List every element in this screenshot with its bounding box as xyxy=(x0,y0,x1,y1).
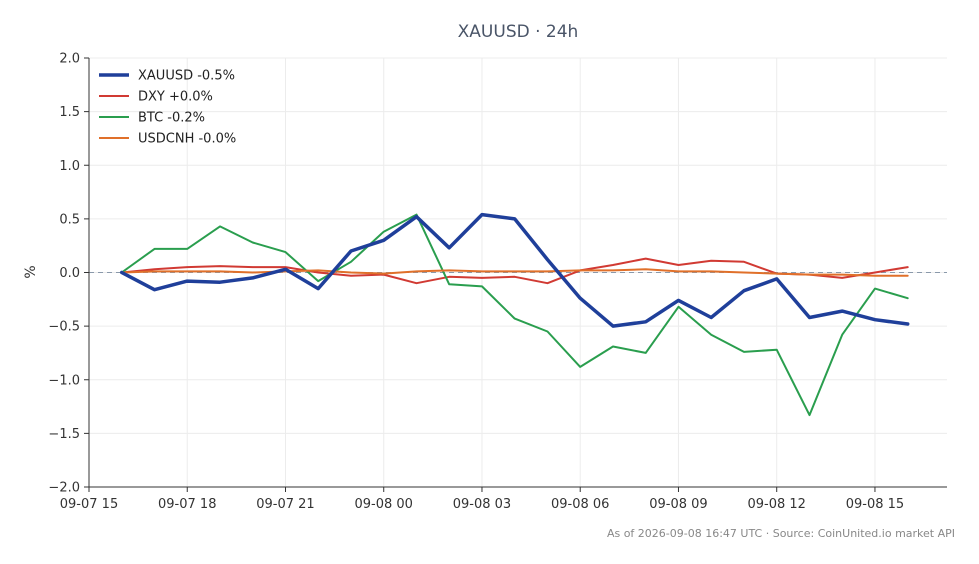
y-tick-label: −1.0 xyxy=(48,373,80,388)
series-line-xauusd xyxy=(119,212,910,328)
x-tick-label: 09-08 00 xyxy=(355,497,413,512)
x-tick-label: 09-08 12 xyxy=(747,497,805,512)
x-tick-label: 09-08 09 xyxy=(649,497,707,512)
chart-title: XAUUSD · 24h xyxy=(458,22,579,42)
y-tick-label: 0.0 xyxy=(59,266,80,281)
legend-label-usdcnh: USDCNH -0.0% xyxy=(138,132,236,147)
y-tick-label: 1.5 xyxy=(59,105,80,120)
footer-source-note: As of 2026-09-08 16:47 UTC · Source: Coi… xyxy=(607,527,955,540)
series-layer xyxy=(119,212,910,417)
y-tick-label: 1.0 xyxy=(59,159,80,174)
legend-label-btc: BTC -0.2% xyxy=(138,111,205,126)
y-tick-label: −0.5 xyxy=(48,320,80,335)
x-tick-label: 09-07 21 xyxy=(256,497,314,512)
x-tick-label: 09-08 03 xyxy=(453,497,511,512)
x-tick-label: 09-07 18 xyxy=(158,497,216,512)
x-tick-label: 09-08 06 xyxy=(551,497,609,512)
x-tick-label: 09-07 15 xyxy=(60,497,118,512)
series-line-usdcnh xyxy=(120,268,909,277)
y-tick-label: 0.5 xyxy=(59,212,80,227)
y-tick-label: −1.5 xyxy=(48,427,80,442)
legend-label-xauusd: XAUUSD -0.5% xyxy=(138,69,235,84)
legend: XAUUSD -0.5% DXY +0.0% BTC -0.2% USDCNH -0.… xyxy=(99,69,236,147)
y-axis-ticks: −2.0 −1.5 −1.0 −0.5 0.0 0.5 1.0 1.5 2.0 xyxy=(48,52,89,496)
y-axis-label: % xyxy=(23,265,39,278)
x-tick-label: 09-08 15 xyxy=(846,497,904,512)
x-axis-ticks: 09-07 15 09-07 18 09-07 21 09-08 00 09-08 03… xyxy=(60,487,904,512)
y-tick-label: −2.0 xyxy=(48,481,80,496)
y-tick-label: 2.0 xyxy=(59,52,80,67)
series-line-btc xyxy=(120,213,909,417)
legend-label-dxy: DXY +0.0% xyxy=(138,90,213,105)
